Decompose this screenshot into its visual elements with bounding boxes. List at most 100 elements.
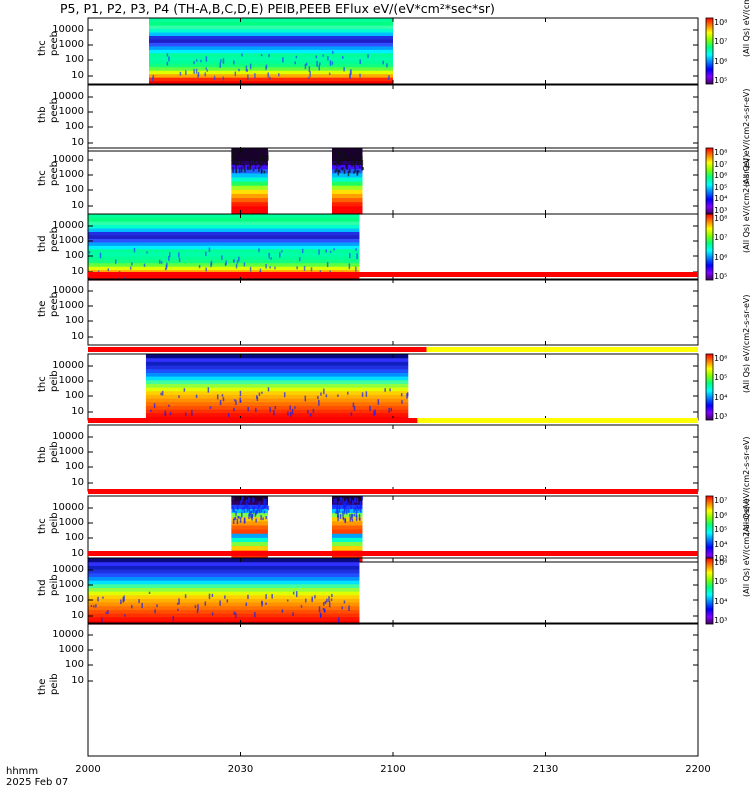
y-tick-label: 10 [71,266,84,277]
spectrogram-speckle [342,499,344,505]
spectrogram-speckle [355,505,357,509]
spectrogram-speckle [233,509,235,513]
spectrogram-speckle [219,600,221,606]
colorbar-tick-label: 10⁸ [714,18,728,27]
spectrogram-speckle [102,596,104,599]
spectrogram-band [332,148,363,153]
spectrogram-speckle [245,65,248,72]
spectrogram-speckle [264,148,266,151]
y-tick-label: 100 [64,594,84,605]
spectrogram-speckle [204,72,206,77]
colorbar-tick-label: 10⁵ [714,182,728,192]
spectrogram-speckle [315,55,318,59]
spectrogram-speckle [334,151,337,155]
spectrogram-speckle [353,405,356,411]
colorbar-tick-label: 10⁷ [714,233,728,243]
spectrogram-speckle [346,164,348,170]
spectrogram-speckle [241,497,244,502]
spectrogram-speckle [329,60,332,66]
spectrogram-speckle [342,511,344,517]
colorbar-tick-label: 10⁶ [714,510,728,520]
spectrogram-speckle [337,394,339,397]
colorbar-tick-label: 10⁸ [714,214,728,223]
spectrogram-band [88,238,360,243]
spectrogram-speckle [241,53,243,57]
spectrogram-speckle [294,406,296,409]
spectrogram-speckle [339,497,342,502]
spectrogram-speckle [308,76,310,79]
spectrogram-speckle [278,73,280,77]
colorbar-units-label: (All Qs) eV/(cm2-s-sr-eV) [742,154,750,254]
spectrogram-speckle [359,507,362,513]
colorbar-tick-label: 10⁶ [714,354,728,363]
spectrogram-speckle [208,593,211,600]
spectrogram-speckle [333,498,336,503]
spectrogram-speckle [361,166,363,171]
spectrogram-speckle [166,262,168,268]
spectrogram-speckle [374,409,376,415]
spectrogram-speckle [367,54,369,59]
spectrogram-speckle [247,74,249,81]
spectrogram-band [332,197,363,203]
spectrogram-speckle [208,247,211,252]
spectrogram-speckle [387,77,390,80]
spectrogram-speckle [133,247,136,253]
spectrogram-speckle [141,602,143,609]
spectrogram-band [231,500,268,505]
spectrogram-speckle [377,399,380,405]
spectrogram-speckle [354,498,356,502]
y-tick-label: 10 [71,675,84,686]
spectrogram-speckle [269,76,271,80]
spectrogram-speckle [262,506,264,510]
spectrogram-speckle [238,516,240,519]
spectrogram-speckle [194,605,197,609]
spectrogram-band [88,241,360,246]
spectrogram-speckle [349,168,351,174]
spectrogram-band [231,209,268,215]
spectrogram-speckle [88,251,91,254]
spectrogram-speckle [123,595,125,602]
spectrogram-speckle [168,252,171,257]
spectrogram-speckle [406,392,409,397]
spectrogram-speckle [319,62,321,66]
spectrogram-band [149,70,393,75]
spectrogram-speckle [359,500,362,504]
spectrogram-speckle [258,392,261,396]
spectrogram-speckle [152,74,155,80]
panel-instrument-label: peib [49,672,60,695]
spectrogram-speckle [328,601,331,608]
spectrogram-speckle [352,154,355,159]
spectrogram-band [145,390,409,395]
spectrogram-speckle [332,51,334,54]
colorbar-tick-label: 10⁵ [714,577,728,587]
spectrogram-speckle [342,151,345,157]
spectrogram-speckle [236,518,239,525]
spectrogram-speckle [357,504,359,510]
spectrogram-band [88,234,360,239]
colorbar-tick-label: 10⁷ [714,159,728,169]
spectrogram-speckle [226,599,229,603]
spectrogram-band [88,605,360,610]
spectrogram-speckle [263,499,265,506]
spectrogram-speckle [263,170,266,174]
colorbar-tick-label: 10⁶ [714,56,728,66]
status-bar-segment [88,551,698,556]
spectrogram-speckle [348,605,350,611]
spectrogram-speckle [211,612,214,616]
spectrogram-band [149,59,393,64]
spectrogram-speckle [249,498,251,501]
spectrogram-speckle [249,164,252,170]
colorbar-tick-label: 10⁴ [714,392,728,402]
spectrogram-band [332,201,363,207]
spectrogram-speckle [200,59,202,63]
spectrogram-speckle [161,390,164,396]
spectrogram-speckle [235,170,238,174]
spectrogram-speckle [345,498,348,503]
spectrogram-band [88,569,360,574]
spectrogram-speckle [357,160,360,166]
spectrogram-speckle [235,164,237,170]
spectrogram-speckle [345,503,347,509]
spectrogram-speckle [227,413,230,417]
spectrogram-band [332,193,363,199]
spectrogram-speckle [350,505,352,510]
